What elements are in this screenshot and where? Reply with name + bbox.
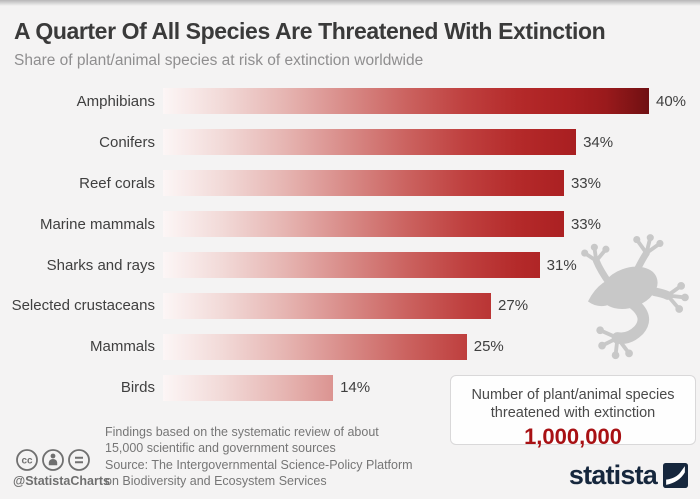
bar: [163, 292, 492, 319]
top-border: [0, 0, 700, 6]
category-label: Conifers: [99, 133, 155, 151]
cc-license-icon: cc: [16, 449, 38, 471]
value-label: 31%: [546, 256, 577, 274]
bar: [163, 211, 564, 238]
category-label: Selected crustaceans: [11, 297, 155, 315]
value-label: 33%: [570, 174, 601, 192]
callout-value: 1,000,000: [524, 424, 622, 449]
category-label: Amphibians: [76, 92, 155, 110]
cc-attribution-icon: [42, 449, 64, 471]
callout-box: Number of plant/animal species threatene…: [450, 375, 696, 449]
svg-text:cc: cc: [21, 456, 33, 467]
bar: [163, 333, 467, 360]
statista-wordmark: statista: [568, 460, 658, 490]
footnote-line1: Findings based on the systematic review …: [105, 425, 379, 439]
value-label: 40%: [656, 92, 687, 110]
page-title: A Quarter Of All Species Are Threatened …: [14, 18, 606, 44]
bar-row: Reef corals 33%: [0, 163, 700, 204]
footnote: Findings based on the systematic review …: [105, 425, 445, 456]
value-label: 14%: [340, 379, 371, 397]
creative-commons-icons: cc: [15, 448, 91, 472]
page-subtitle: Share of plant/animal species at risk of…: [14, 52, 424, 69]
value-label: 27%: [498, 297, 529, 315]
category-label: Sharks and rays: [46, 256, 155, 274]
statista-charts-handle: @StatistaCharts: [13, 474, 110, 488]
bar-row: Sharks and rays 31%: [0, 245, 700, 286]
bar: [163, 374, 334, 401]
category-label: Reef corals: [79, 174, 155, 192]
statista-logo-icon: [663, 463, 688, 488]
bar-row: Birds 14%: [0, 367, 700, 408]
bar-chart: Amphibians 40% Conifers 34% Reef corals 33% Ma…: [0, 81, 700, 408]
source-note: Source: The Intergovernmental Science-Po…: [105, 458, 445, 489]
statista-logo: statista: [569, 460, 688, 491]
bar: [163, 88, 649, 115]
bar: [163, 129, 577, 156]
bar-row: Selected crustaceans 27%: [0, 285, 700, 326]
cc-equal-icon: [68, 449, 90, 471]
bar: [163, 170, 564, 197]
value-label: 34%: [583, 133, 614, 151]
bar: [163, 252, 540, 278]
bar-row: Amphibians 40%: [0, 81, 700, 122]
value-label: 25%: [473, 338, 504, 356]
value-label: 33%: [570, 215, 601, 233]
category-label: Mammals: [89, 338, 155, 356]
footnote-line2: 15,000 scientific and government sources: [105, 440, 336, 455]
bar-row: Marine mammals 33%: [0, 204, 700, 245]
header: A Quarter Of All Species Are Threatened …: [14, 18, 690, 70]
callout-text-line1: Number of plant/animal species: [471, 387, 675, 403]
bar-row: Mammals 25%: [0, 326, 700, 367]
source-line2: on Biodiversity and Ecosystem Services: [105, 473, 327, 488]
callout-text-line2: threatened with extinction: [490, 405, 656, 421]
bar-row: Conifers 34%: [0, 122, 700, 163]
frog-silhouette-icon: [572, 228, 690, 368]
category-label: Birds: [120, 379, 155, 397]
category-label: Marine mammals: [39, 215, 155, 233]
source-line1: Source: The Intergovernmental Science-Po…: [105, 458, 413, 472]
